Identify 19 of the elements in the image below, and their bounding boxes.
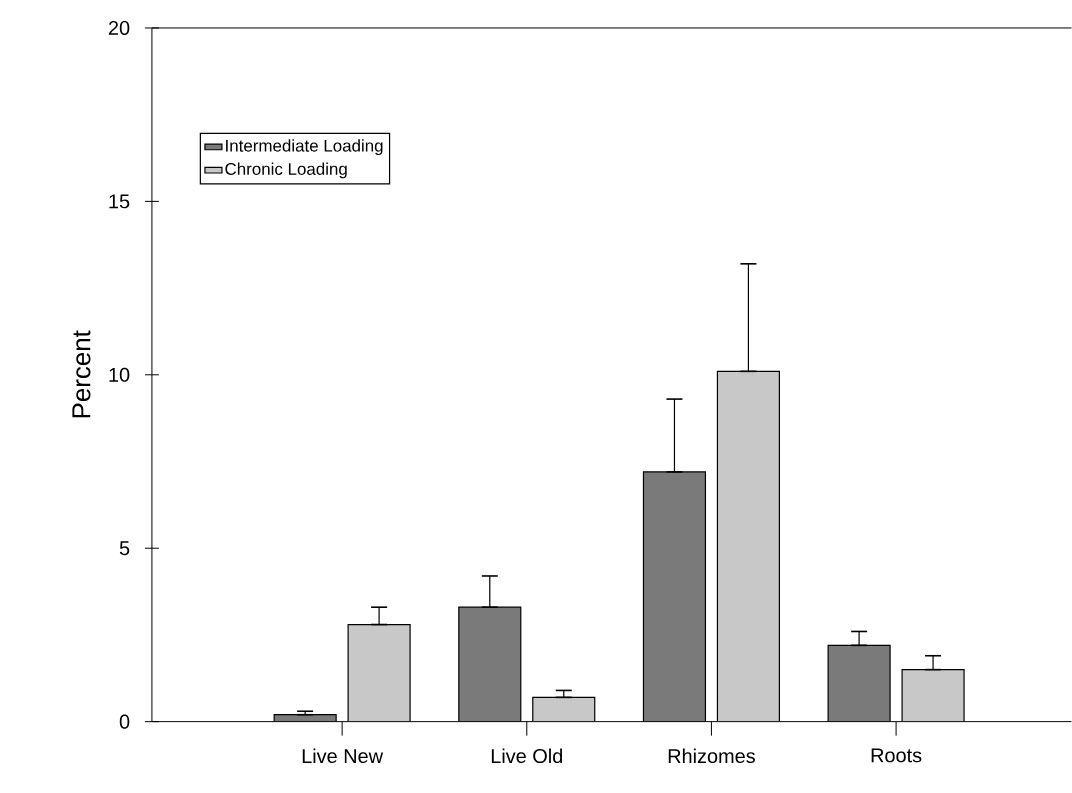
bar bbox=[827, 644, 891, 722]
y-tick-label: 15 bbox=[109, 194, 130, 209]
x-tick-label: Live Old bbox=[491, 748, 562, 764]
bar bbox=[532, 697, 595, 722]
bar bbox=[717, 371, 780, 722]
x-tick-label: Live New bbox=[302, 748, 384, 764]
bar bbox=[901, 669, 965, 722]
legend-label: Intermediate Loading bbox=[226, 139, 383, 156]
x-tick-label: Rhizomes bbox=[668, 748, 755, 764]
legend-label: Chronic Loading bbox=[225, 162, 347, 179]
y-tick-label: 5 bbox=[119, 541, 130, 556]
bar bbox=[458, 607, 521, 722]
y-tick-label: 20 bbox=[108, 21, 130, 36]
y-axis-title: Percent bbox=[72, 330, 91, 418]
y-tick-label: 0 bbox=[119, 714, 130, 729]
y-tick-label: 10 bbox=[109, 367, 130, 383]
bar bbox=[348, 624, 411, 722]
bar bbox=[643, 472, 706, 722]
x-tick-label: Roots bbox=[871, 748, 922, 763]
